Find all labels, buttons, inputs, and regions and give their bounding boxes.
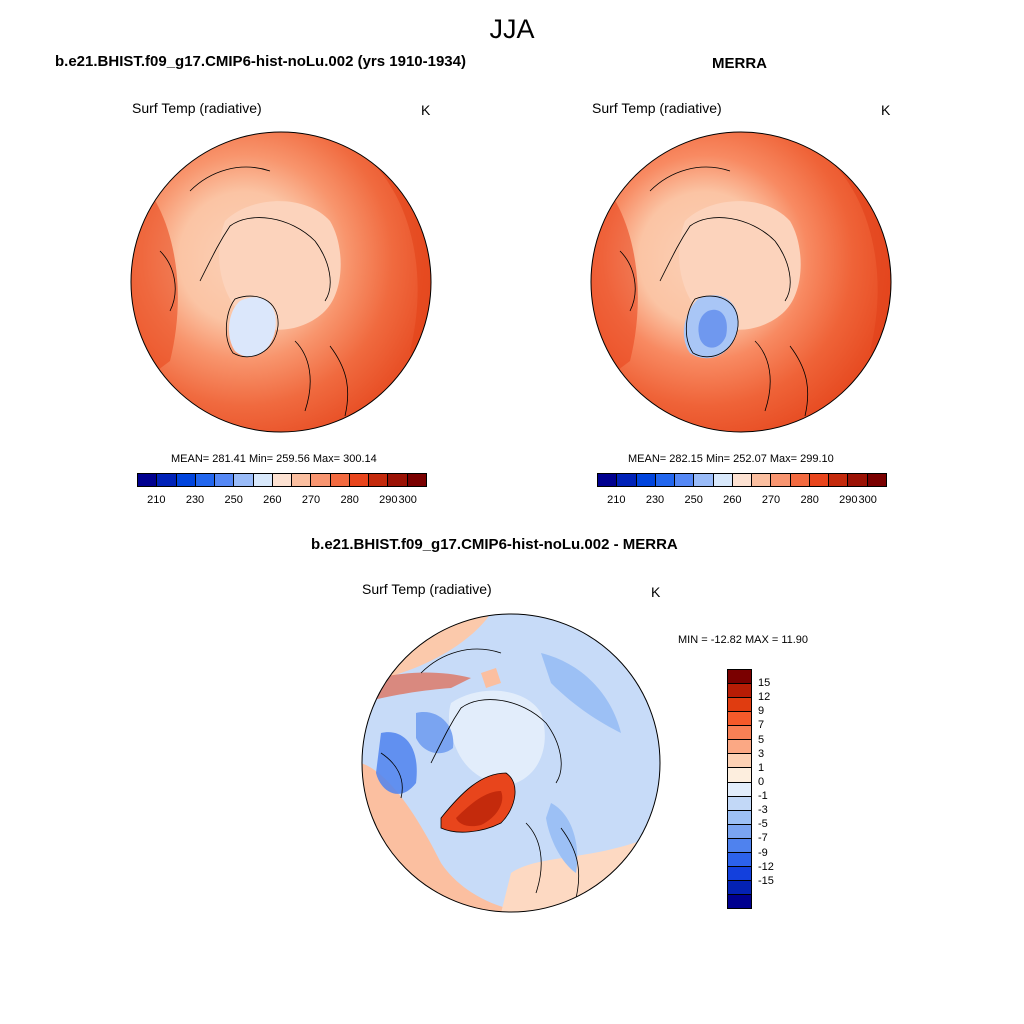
colorbar-tick-label: 250	[224, 494, 243, 506]
colorbar-swatch	[655, 474, 676, 486]
colorbar-tick-label: -15	[758, 874, 774, 887]
colorbar-tick-label: 260	[263, 494, 282, 506]
panel2-stats: MEAN= 282.15 Min= 252.07 Max= 299.10	[628, 453, 834, 465]
colorbar-tick-label: -1	[758, 790, 768, 803]
colorbar-swatch	[728, 895, 751, 909]
colorbar-swatch	[272, 474, 293, 486]
panel1-units-label: K	[421, 102, 431, 118]
colorbar-swatch	[728, 670, 751, 685]
colorbar-tick-label: 300	[398, 494, 417, 506]
colorbar-swatch	[292, 474, 312, 486]
colorbar-swatch	[234, 474, 254, 486]
colorbar-swatch	[728, 824, 751, 839]
panel3-colorbar	[727, 669, 752, 909]
colorbar-swatch	[728, 726, 751, 741]
colorbar-swatch	[694, 474, 714, 486]
colorbar-swatch	[617, 474, 637, 486]
colorbar-tick-label: 270	[761, 494, 781, 506]
colorbar-swatch	[728, 740, 751, 755]
colorbar-swatch	[713, 474, 733, 486]
colorbar-tick-label: 210	[607, 494, 626, 506]
colorbar-swatch	[809, 474, 830, 486]
colorbar-swatch	[311, 474, 331, 486]
colorbar-swatch	[867, 474, 886, 486]
colorbar-swatch	[829, 474, 849, 486]
colorbar-swatch	[728, 810, 751, 825]
colorbar-swatch	[598, 474, 618, 486]
colorbar-swatch	[349, 474, 370, 486]
page-title: JJA	[489, 14, 535, 44]
colorbar-tick-label: -9	[758, 846, 768, 859]
colorbar-swatch	[728, 880, 751, 895]
colorbar-tick-label: -12	[758, 860, 774, 873]
colorbar-swatch	[330, 474, 350, 486]
colorbar-tick-label: 12	[758, 691, 771, 704]
colorbar-tick-label: 230	[185, 494, 205, 506]
colorbar-swatch	[728, 796, 751, 811]
colorbar-swatch	[728, 866, 751, 881]
colorbar-swatch	[253, 474, 273, 486]
colorbar-tick-label: 210	[147, 494, 166, 506]
colorbar-tick-label: 0	[758, 775, 765, 788]
panel1-title: b.e21.BHIST.f09_g17.CMIP6-hist-noLu.002 …	[55, 53, 466, 70]
colorbar-tick-label: 5	[758, 733, 765, 746]
colorbar-swatch	[195, 474, 216, 486]
colorbar-tick-label: -5	[758, 818, 768, 831]
colorbar-tick-label: -3	[758, 804, 768, 817]
panel2-polar-map	[590, 131, 892, 433]
colorbar-tick-label: 7	[758, 719, 765, 732]
panel2-variable-label: Surf Temp (radiative)	[592, 100, 722, 116]
colorbar-swatch	[407, 474, 426, 486]
colorbar-swatch	[138, 474, 158, 486]
panel1-polar-map	[130, 131, 432, 433]
colorbar-swatch	[636, 474, 656, 486]
colorbar-swatch	[728, 698, 751, 713]
colorbar-swatch	[771, 474, 791, 486]
colorbar-swatch	[848, 474, 868, 486]
panel3-difference-map	[361, 613, 661, 913]
panel2-title: MERRA	[712, 55, 767, 72]
panel1-colorbar	[137, 473, 427, 487]
colorbar-swatch	[675, 474, 695, 486]
panel1-variable-label: Surf Temp (radiative)	[132, 100, 262, 116]
colorbar-swatch	[790, 474, 810, 486]
colorbar-tick-label: 15	[758, 677, 771, 690]
colorbar-swatch	[215, 474, 235, 486]
colorbar-tick-label: -7	[758, 832, 768, 845]
colorbar-swatch	[369, 474, 389, 486]
colorbar-tick-label: 230	[645, 494, 665, 506]
colorbar-tick-label: 300	[858, 494, 877, 506]
colorbar-tick-label: 280	[340, 494, 359, 506]
colorbar-swatch	[728, 712, 751, 727]
colorbar-swatch	[728, 782, 751, 797]
colorbar-tick-label: 290	[839, 494, 858, 506]
colorbar-tick-label: 270	[301, 494, 321, 506]
panel3-variable-label: Surf Temp (radiative)	[362, 581, 492, 597]
colorbar-swatch	[728, 768, 751, 783]
colorbar-tick-label: 1	[758, 761, 765, 774]
panel3-title: b.e21.BHIST.f09_g17.CMIP6-hist-noLu.002 …	[311, 536, 678, 553]
panel3-units-label: K	[651, 584, 661, 600]
colorbar-swatch	[157, 474, 177, 486]
colorbar-swatch	[728, 684, 751, 699]
colorbar-swatch	[388, 474, 408, 486]
colorbar-swatch	[728, 754, 751, 769]
colorbar-swatch	[176, 474, 196, 486]
panel1-stats: MEAN= 281.41 Min= 259.56 Max= 300.14	[171, 453, 377, 465]
colorbar-tick-label: 3	[758, 747, 765, 760]
colorbar-tick-label: 250	[684, 494, 703, 506]
colorbar-tick-label: 260	[723, 494, 742, 506]
colorbar-swatch	[728, 838, 751, 853]
panel2-colorbar	[597, 473, 887, 487]
panel2-units-label: K	[881, 102, 891, 118]
colorbar-tick-label: 9	[758, 705, 765, 718]
colorbar-tick-label: 280	[800, 494, 819, 506]
panel3-stats: MIN = -12.82 MAX = 11.90	[678, 634, 809, 646]
colorbar-tick-label: 290	[379, 494, 398, 506]
colorbar-swatch	[752, 474, 772, 486]
colorbar-swatch	[732, 474, 753, 486]
colorbar-swatch	[728, 852, 751, 867]
